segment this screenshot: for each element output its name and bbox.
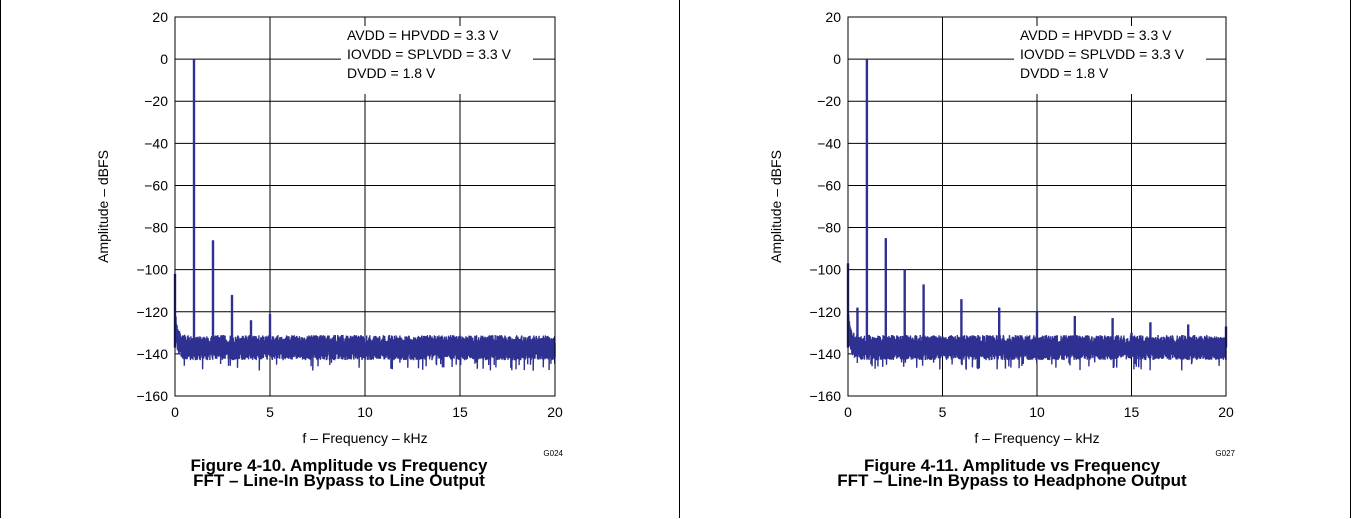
- annotation-line: IOVDD = SPLVDD = 3.3 V: [1020, 46, 1185, 62]
- y-tick-label: −100: [136, 262, 168, 278]
- annotation-box: [1014, 26, 1206, 94]
- x-axis-label: f – Frequency – kHz: [302, 430, 427, 446]
- y-tick-label: 20: [152, 9, 168, 25]
- y-tick-label: −20: [144, 93, 168, 109]
- plot-area: [174, 16, 556, 397]
- y-tick-label: 20: [825, 9, 841, 25]
- y-tick-label: −40: [144, 135, 168, 151]
- x-tick-label: 0: [171, 404, 179, 420]
- x-tick-label: 15: [452, 404, 468, 420]
- y-tick-label: −120: [809, 304, 841, 320]
- y-tick-label: −140: [809, 346, 841, 362]
- plot-area: [847, 16, 1227, 397]
- noise-floor-trace: [847, 308, 1227, 371]
- y-tick-label: 0: [833, 51, 841, 67]
- chart-0: [173, 16, 556, 397]
- annotation-line: DVDD = 1.8 V: [1020, 65, 1109, 81]
- x-tick-label: 20: [1218, 404, 1234, 420]
- x-tick-label: 10: [1029, 404, 1045, 420]
- chart-1: [846, 16, 1228, 397]
- y-tick-label: −100: [809, 262, 841, 278]
- y-tick-label: −40: [817, 135, 841, 151]
- y-tick-label: −160: [809, 388, 841, 404]
- x-axis-label: f – Frequency – kHz: [974, 430, 1099, 446]
- y-tick-label: −140: [136, 346, 168, 362]
- y-tick-label: −80: [817, 220, 841, 236]
- y-tick-label: −80: [144, 220, 168, 236]
- left-panel-frame: [0, 0, 1, 518]
- figure-code: G027: [1215, 449, 1235, 458]
- figure-subtitle-right: FFT – Line-In Bypass to Headphone Output: [837, 471, 1187, 490]
- x-tick-label: 5: [266, 404, 274, 420]
- figure-title-right: Figure 4-11. Amplitude vs Frequency: [863, 456, 1160, 475]
- annotation-line: DVDD = 1.8 V: [347, 65, 436, 81]
- annotation-line: AVDD = HPVDD = 3.3 V: [347, 27, 499, 43]
- x-tick-label: 5: [939, 404, 947, 420]
- y-axis-label: Amplitude – dBFS: [95, 150, 111, 263]
- figure-title-left: Figure 4-10. Amplitude vs Frequency: [190, 456, 488, 475]
- x-tick-label: 0: [844, 404, 852, 420]
- x-tick-label: 10: [357, 404, 373, 420]
- annotation-box: [341, 26, 533, 94]
- figure-caption-left: Figure 4-10. Amplitude vs Frequency FFT …: [59, 456, 619, 490]
- figure-subtitle-left: FFT – Line-In Bypass to Line Output: [193, 471, 485, 490]
- y-tick-label: −60: [817, 177, 841, 193]
- noise-floor-trace: [174, 307, 556, 371]
- annotation-line: AVDD = HPVDD = 3.3 V: [1020, 27, 1172, 43]
- figure-code: G024: [543, 449, 563, 458]
- y-tick-label: −20: [817, 93, 841, 109]
- y-tick-label: −160: [136, 388, 168, 404]
- y-axis-label: Amplitude – dBFS: [768, 150, 784, 263]
- y-tick-label: 0: [160, 51, 168, 67]
- x-tick-label: 20: [547, 404, 563, 420]
- x-tick-label: 15: [1124, 404, 1140, 420]
- annotation-line: IOVDD = SPLVDD = 3.3 V: [347, 46, 512, 62]
- y-tick-label: −60: [144, 177, 168, 193]
- y-tick-label: −120: [136, 304, 168, 320]
- figure-caption-right: Figure 4-11. Amplitude vs Frequency FFT …: [732, 456, 1292, 490]
